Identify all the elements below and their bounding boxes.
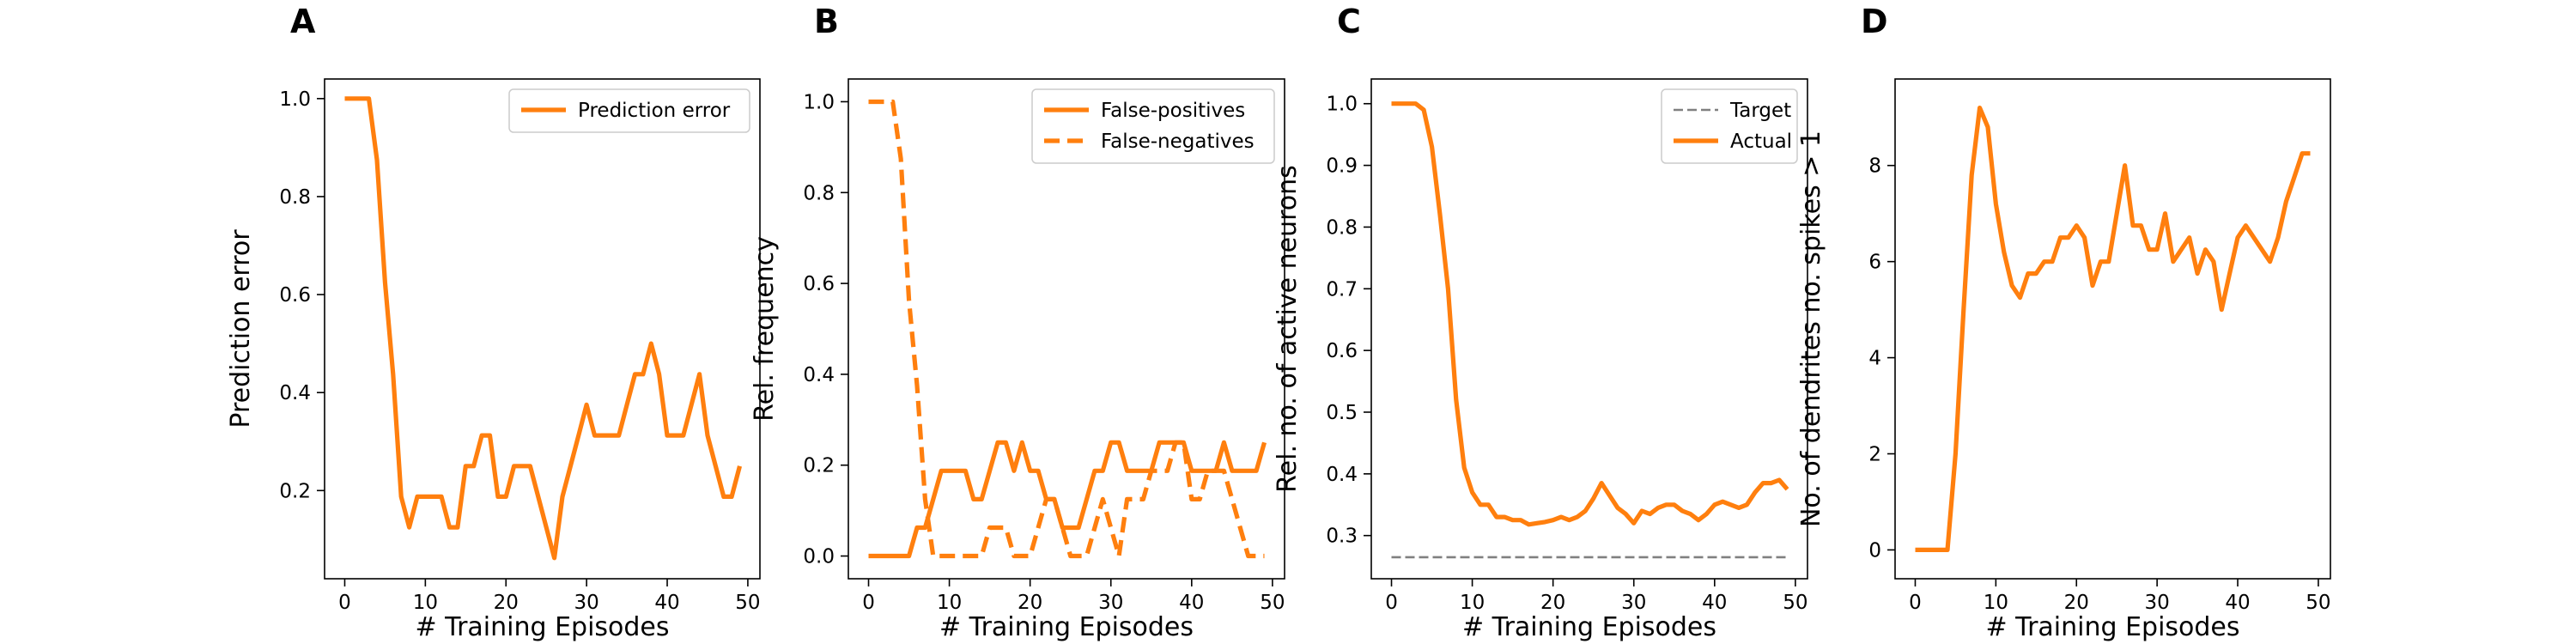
- legend-entry: Target: [1729, 100, 1791, 122]
- x-tick-label: 0: [862, 592, 875, 614]
- x-tick-label: 10: [937, 592, 962, 614]
- axes-frame: [324, 78, 761, 580]
- y-tick-label: 0.8: [1326, 216, 1358, 239]
- y-tick-label: 1.0: [1326, 94, 1358, 116]
- x-tick-label: 20: [1018, 592, 1042, 614]
- y-tick-label: 2: [1868, 444, 1881, 466]
- x-tick-label: 50: [1260, 592, 1285, 614]
- x-axis-label: # Training Episodes: [415, 612, 669, 642]
- y-tick-label: 0.3: [1326, 526, 1358, 548]
- y-tick-label: 0.6: [279, 284, 311, 307]
- y-tick-label: 1.0: [803, 91, 835, 113]
- x-tick-label: 10: [413, 592, 438, 614]
- y-tick-label: 0.0: [803, 546, 835, 568]
- legend-box: [1031, 88, 1275, 164]
- x-tick-label: 50: [735, 592, 760, 614]
- series-line-2: [1391, 101, 1789, 527]
- y-tick-label: 4: [1868, 348, 1881, 370]
- axes-frame: [1894, 78, 2331, 580]
- y-tick-label: 0: [1868, 539, 1881, 562]
- y-tick-label: 6: [1868, 252, 1881, 274]
- x-axis-label: # Training Episodes: [1985, 612, 2239, 642]
- legend-entry: False-negatives: [1101, 131, 1255, 153]
- panel-letter: A: [290, 3, 316, 40]
- y-axis-label: Rel. frequency: [750, 236, 780, 422]
- panel-letter: D: [1861, 3, 1888, 40]
- x-tick-label: 40: [1702, 592, 1727, 614]
- legend-box: [1661, 88, 1798, 164]
- x-tick-label: 20: [2064, 592, 2089, 614]
- y-tick-label: 0.4: [279, 382, 311, 404]
- y-tick-label: 0.2: [279, 480, 311, 502]
- y-tick-label: 0.6: [1326, 340, 1358, 362]
- y-axis-label: Prediction error: [226, 229, 256, 428]
- x-tick-label: 0: [1385, 592, 1398, 614]
- x-tick-label: 30: [1098, 592, 1123, 614]
- x-tick-label: 40: [654, 592, 679, 614]
- x-tick-label: 20: [494, 592, 519, 614]
- y-axis-label: No. of dendrites no. spikes > 1: [1796, 131, 1826, 527]
- y-tick-label: 0.2: [803, 455, 835, 477]
- legend: Prediction error: [508, 88, 750, 133]
- panel-b: B 0 10 20 30 40 50 0.0 0.2 0.4 0.6 0.8 1.0 # Training…: [750, 3, 1285, 642]
- y-axis-label: Rel. no. of active neurons: [1273, 165, 1303, 493]
- legend-entry: False-positives: [1101, 100, 1245, 122]
- x-tick-label: 10: [1460, 592, 1485, 614]
- x-tick-label: 30: [574, 592, 598, 614]
- panel-letter: C: [1337, 3, 1361, 40]
- y-tick-label: 0.8: [279, 186, 311, 209]
- y-tick-label: 0.9: [1326, 155, 1358, 178]
- x-axis-label: # Training Episodes: [939, 612, 1194, 642]
- x-tick-label: 50: [1783, 592, 1807, 614]
- legend-entry: Actual: [1730, 131, 1792, 153]
- legend-entry: Prediction error: [578, 100, 731, 122]
- x-axis-label: # Training Episodes: [1462, 612, 1716, 642]
- series-line-1: [1915, 105, 2311, 553]
- y-tick-label: 0.5: [1326, 402, 1358, 424]
- series-line-1: [344, 96, 743, 561]
- x-tick-label: 20: [1540, 592, 1565, 614]
- x-tick-label: 0: [1909, 592, 1922, 614]
- y-tick-label: 0.4: [803, 364, 835, 386]
- y-tick-label: 0.8: [803, 182, 835, 204]
- legend: False-positives False-negatives: [1031, 88, 1275, 164]
- y-tick-label: 0.4: [1326, 464, 1358, 486]
- series-line-1: [868, 440, 1267, 559]
- axes-frame: [848, 78, 1285, 580]
- x-tick-label: 50: [2306, 592, 2330, 614]
- panel-letter: B: [814, 3, 839, 40]
- x-tick-label: 40: [1179, 592, 1204, 614]
- panel-d: D 0 10 20 30 40 50 0 2 4 6 8 # Training Episodes No. …: [1796, 3, 2331, 642]
- y-tick-label: 8: [1868, 155, 1881, 178]
- legend: Target Actual: [1661, 88, 1798, 164]
- panel-a: A 0 10 20 30 40 50 0.2 0.4 0.6 0.8 1.0 # Training Ep…: [226, 3, 761, 642]
- x-tick-label: 30: [1621, 592, 1646, 614]
- y-tick-label: 0.6: [803, 273, 835, 295]
- y-tick-label: 1.0: [279, 88, 311, 111]
- x-tick-label: 10: [1984, 592, 2008, 614]
- panel-c: C 0 10 20 30 40 50 0.3 0.4 0.5 0.6 0.7 0.8 0.9 1.0 # Tr…: [1273, 3, 1808, 642]
- series-line-2: [868, 99, 1265, 559]
- x-tick-label: 30: [2144, 592, 2169, 614]
- y-tick-label: 0.7: [1326, 278, 1358, 301]
- axes-frame: [1370, 78, 1808, 580]
- x-tick-label: 40: [2225, 592, 2250, 614]
- x-tick-label: 0: [338, 592, 351, 614]
- legend-box: [508, 88, 750, 133]
